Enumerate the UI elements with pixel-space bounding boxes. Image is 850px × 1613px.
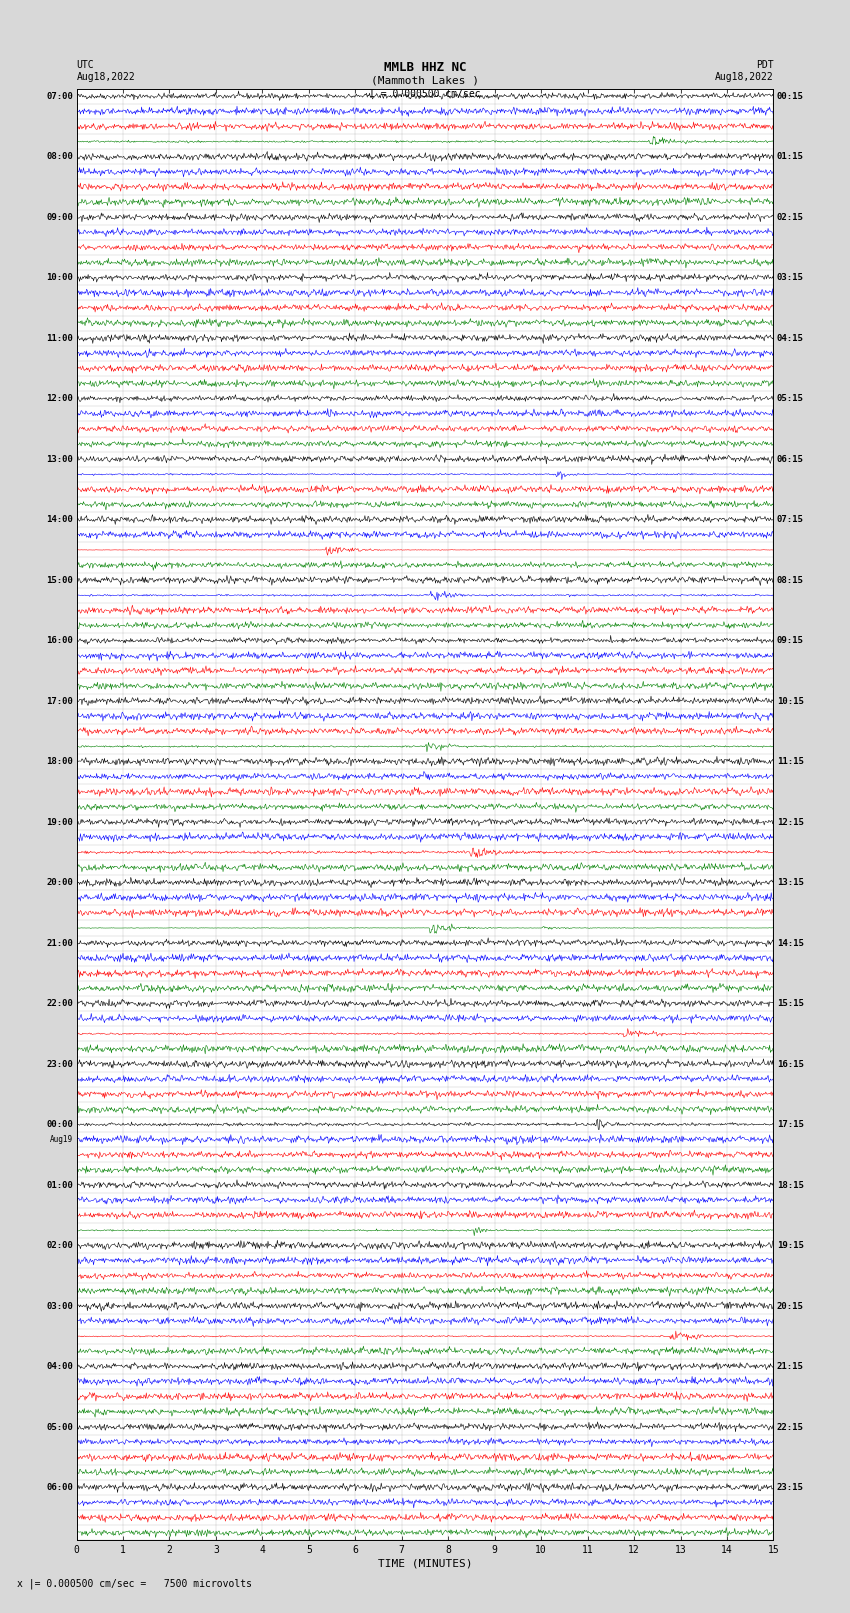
Text: Aug19: Aug19: [50, 1136, 73, 1144]
Text: 00:15: 00:15: [777, 92, 804, 100]
Text: Aug18,2022: Aug18,2022: [76, 73, 135, 82]
Text: 11:15: 11:15: [777, 756, 804, 766]
Text: 10:00: 10:00: [46, 273, 73, 282]
Text: 13:15: 13:15: [777, 877, 804, 887]
Text: 04:00: 04:00: [46, 1361, 73, 1371]
Text: 18:15: 18:15: [777, 1181, 804, 1189]
Text: I = 0.000500 cm/sec: I = 0.000500 cm/sec: [369, 89, 481, 98]
Text: 03:00: 03:00: [46, 1302, 73, 1310]
Text: 06:15: 06:15: [777, 455, 804, 463]
Text: 11:00: 11:00: [46, 334, 73, 342]
Text: UTC: UTC: [76, 60, 94, 69]
Text: 12:15: 12:15: [777, 818, 804, 826]
Text: 02:15: 02:15: [777, 213, 804, 221]
Text: 15:15: 15:15: [777, 998, 804, 1008]
Text: 17:15: 17:15: [777, 1119, 804, 1129]
Text: x |= 0.000500 cm/sec =   7500 microvolts: x |= 0.000500 cm/sec = 7500 microvolts: [17, 1579, 252, 1589]
Text: 12:00: 12:00: [46, 394, 73, 403]
Text: 16:15: 16:15: [777, 1060, 804, 1068]
Text: 20:15: 20:15: [777, 1302, 804, 1310]
Text: 01:00: 01:00: [46, 1181, 73, 1189]
Text: 20:00: 20:00: [46, 877, 73, 887]
Text: 15:00: 15:00: [46, 576, 73, 584]
Text: 13:00: 13:00: [46, 455, 73, 463]
Text: 09:15: 09:15: [777, 636, 804, 645]
Text: 08:15: 08:15: [777, 576, 804, 584]
Text: 04:15: 04:15: [777, 334, 804, 342]
Text: 21:15: 21:15: [777, 1361, 804, 1371]
Text: 05:00: 05:00: [46, 1423, 73, 1431]
Text: 05:15: 05:15: [777, 394, 804, 403]
Text: 01:15: 01:15: [777, 152, 804, 161]
Text: 21:00: 21:00: [46, 939, 73, 947]
Text: 14:00: 14:00: [46, 515, 73, 524]
Text: (Mammoth Lakes ): (Mammoth Lakes ): [371, 76, 479, 85]
Text: 14:15: 14:15: [777, 939, 804, 947]
Text: 18:00: 18:00: [46, 756, 73, 766]
Text: Aug18,2022: Aug18,2022: [715, 73, 774, 82]
Text: 00:00: 00:00: [46, 1119, 73, 1129]
Text: 23:00: 23:00: [46, 1060, 73, 1068]
Text: 23:15: 23:15: [777, 1482, 804, 1492]
Text: 19:15: 19:15: [777, 1240, 804, 1250]
Text: 22:15: 22:15: [777, 1423, 804, 1431]
X-axis label: TIME (MINUTES): TIME (MINUTES): [377, 1558, 473, 1568]
Text: 03:15: 03:15: [777, 273, 804, 282]
Text: 02:00: 02:00: [46, 1240, 73, 1250]
Text: 06:00: 06:00: [46, 1482, 73, 1492]
Text: 19:00: 19:00: [46, 818, 73, 826]
Text: 07:15: 07:15: [777, 515, 804, 524]
Text: PDT: PDT: [756, 60, 774, 69]
Text: 22:00: 22:00: [46, 998, 73, 1008]
Text: MMLB HHZ NC: MMLB HHZ NC: [383, 61, 467, 74]
Text: 08:00: 08:00: [46, 152, 73, 161]
Text: 10:15: 10:15: [777, 697, 804, 705]
Text: 07:00: 07:00: [46, 92, 73, 100]
Text: 16:00: 16:00: [46, 636, 73, 645]
Text: 17:00: 17:00: [46, 697, 73, 705]
Text: 09:00: 09:00: [46, 213, 73, 221]
